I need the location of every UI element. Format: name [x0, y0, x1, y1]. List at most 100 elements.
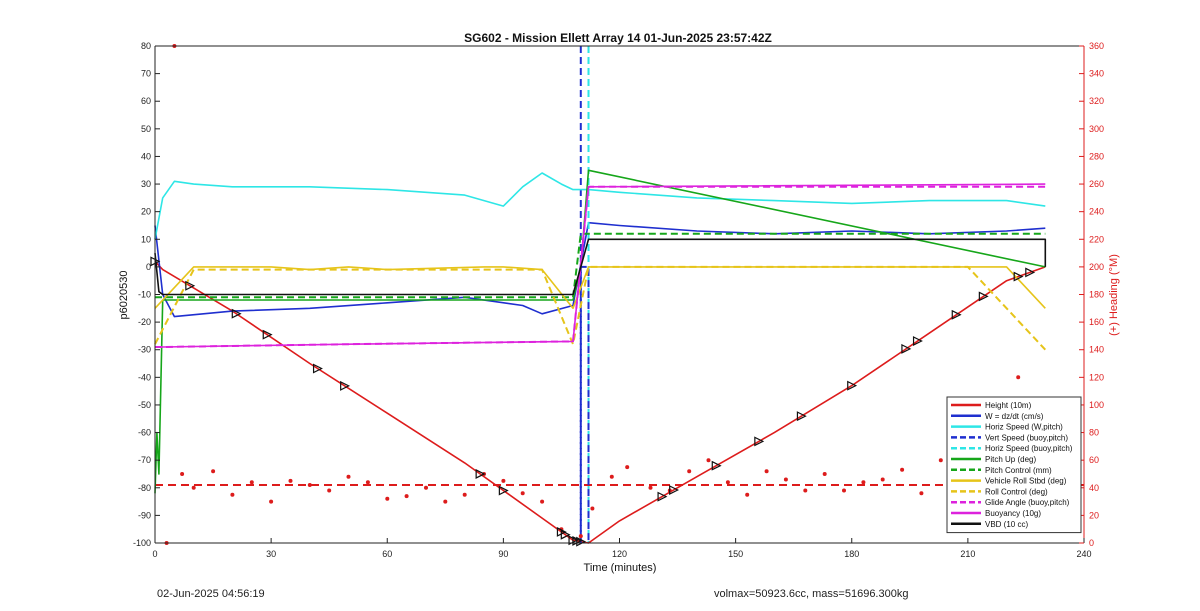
y-tick-label: -80 [138, 483, 151, 493]
height-marker [978, 291, 989, 302]
height-marker [340, 380, 351, 391]
heading-point [249, 480, 254, 485]
y-axis-label: p6020530 [118, 271, 130, 320]
heading-point [745, 492, 750, 497]
y-tick-label: -60 [138, 428, 151, 438]
heading-point [424, 485, 428, 490]
y-tick-label: 50 [141, 124, 151, 134]
legend: Height (10m) W = dz/dt (cm/s) Horiz Speed … [946, 396, 1082, 534]
heading-point [180, 472, 185, 476]
legend-box [946, 396, 1082, 534]
chart-title: SG602 - Mission Ellett Array 14 01-Jun-2… [464, 31, 772, 45]
heading-point [900, 467, 905, 472]
heading-point [462, 492, 467, 497]
y2-tick-label: 180 [1089, 290, 1104, 300]
heading-point [919, 491, 924, 496]
series-line-9 [154, 265, 1047, 351]
y2-tick-label: 240 [1089, 207, 1104, 217]
height-marker [1013, 271, 1024, 282]
y-tick-label: 70 [141, 69, 151, 79]
x-tick-label: 120 [612, 549, 627, 559]
heading-point [307, 483, 312, 487]
legend-label-6: Pitch Up (deg) [985, 455, 1036, 464]
y2-tick-label: 340 [1089, 69, 1104, 79]
height-marker [1025, 267, 1036, 278]
legend-label-4: Vert Speed (buoy,pitch) [985, 433, 1068, 442]
y2-tick-label: 320 [1089, 96, 1104, 106]
height-marker [560, 529, 571, 540]
y2-tick-label: 360 [1089, 41, 1104, 51]
height-marker [912, 336, 923, 346]
footer-timestamp: 02-Jun-2025 04:56:19 [157, 588, 265, 600]
heading-point [842, 488, 846, 493]
series-line-12 [154, 238, 1047, 296]
y2-tick-label: 160 [1089, 317, 1104, 327]
y2-tick-label: 120 [1089, 372, 1104, 382]
y-tick-label: -50 [138, 400, 151, 410]
height-marker [754, 436, 765, 447]
y2-tick-label: 100 [1089, 400, 1104, 410]
legend-label-11: Buoyancy (10g) [985, 509, 1041, 518]
heading-point [540, 499, 545, 504]
legend-label-3: Horiz Speed (W,pitch) [985, 423, 1063, 432]
x-tick-label: 60 [382, 549, 392, 559]
y2-tick-label: 260 [1089, 179, 1104, 189]
heading-point [706, 458, 711, 463]
height-marker [669, 485, 680, 495]
height-marker [901, 343, 912, 354]
y2-tick-label: 80 [1089, 428, 1099, 438]
y-tick-label: 80 [141, 41, 151, 51]
height-marker [576, 536, 587, 547]
height-marker [951, 309, 962, 320]
series-line-3 [154, 172, 1046, 240]
heading-point [1016, 375, 1021, 380]
height-marker [231, 308, 242, 319]
axes-layer: 0 30 60 90 120 150 180 210 240-100-90-80-70-60-5… [133, 41, 1104, 559]
y-tick-label: 60 [141, 96, 151, 106]
heading-point [520, 491, 525, 496]
y2-tick-label: 60 [1089, 455, 1099, 465]
height-marker [312, 363, 323, 374]
heading-point [861, 480, 866, 485]
height-marker [657, 491, 668, 502]
height-marker [498, 485, 509, 496]
height-marker [262, 329, 273, 340]
x-tick-label: 210 [960, 549, 975, 559]
series-line-11 [155, 183, 1046, 348]
y-tick-label: 40 [141, 151, 151, 161]
heading-point [443, 499, 448, 504]
x-tick-label: 240 [1076, 549, 1091, 559]
y2-tick-label: 220 [1089, 234, 1104, 244]
legend-label-5: Horiz Speed (buoy,pitch) [985, 444, 1073, 453]
y-tick-label: 0 [146, 262, 151, 272]
heading-point [230, 492, 235, 497]
y2-tick-label: 300 [1089, 124, 1104, 134]
x-axis-label: Time (minutes) [584, 562, 657, 574]
series-line-4 [579, 265, 590, 543]
y2-tick-label: 40 [1089, 483, 1099, 493]
legend-label-1: Height (10m) [985, 401, 1032, 410]
heading-point [938, 458, 943, 463]
heading-point [625, 465, 630, 470]
y-tick-label: 20 [141, 207, 151, 217]
heading-point [609, 474, 614, 479]
y-tick-label: 10 [141, 234, 151, 244]
heading-point [191, 485, 196, 490]
y-tick-label: -100 [133, 538, 151, 548]
height-marker [847, 380, 858, 391]
series-line-7 [155, 232, 1046, 299]
y-tick-label: -10 [138, 290, 151, 300]
heading-point [288, 478, 293, 483]
x-tick-label: 150 [728, 549, 743, 559]
heading-point [346, 474, 351, 479]
legend-label-7: Pitch Control (mm) [985, 466, 1052, 475]
legend-label-10: Glide Angle (buoy,pitch) [985, 498, 1070, 507]
heading-point [385, 496, 390, 501]
heading-point [880, 477, 885, 482]
y-tick-label: -40 [138, 372, 151, 382]
legend-label-12: VBD (10 cc) [985, 520, 1028, 529]
y2-tick-label: 20 [1089, 510, 1099, 520]
footer-volmax-mass: volmax=50923.6cc, mass=51696.300kg [714, 588, 909, 600]
heading-point [404, 494, 409, 499]
y2-tick-label: 0 [1089, 538, 1094, 548]
